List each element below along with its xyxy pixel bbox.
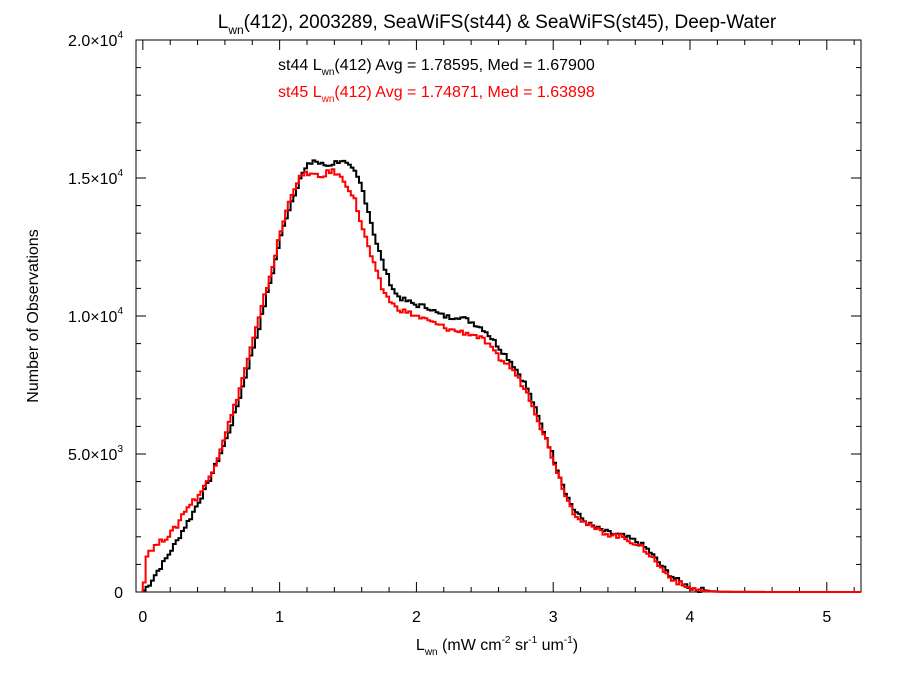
x-axis-label: Lwn (mW cm-2 sr-1 um-1) <box>416 635 578 658</box>
y-tick-label: 5.0×103 <box>68 444 123 464</box>
y-tick-label: 2.0×104 <box>68 30 123 50</box>
x-tick-label: 1 <box>275 609 284 626</box>
x-tick-label: 4 <box>686 609 695 626</box>
series-layer <box>141 159 861 593</box>
x-tick-label: 5 <box>822 609 831 626</box>
series-line-1 <box>141 168 861 593</box>
chart-title: Lwn(412), 2003289, SeaWiFS(st44) & SeaWi… <box>218 12 777 37</box>
y-axis: 0 5.0×103 1.0×104 1.5×104 2.0×104 <box>68 30 861 602</box>
x-tick-label: 2 <box>412 609 421 626</box>
annotation-st44: st44 Lwn(412) Avg = 1.78595, Med = 1.679… <box>278 57 595 78</box>
y-tick-label: 0 <box>114 585 123 602</box>
x-tick-label: 0 <box>138 609 147 626</box>
y-axis-label: Number of Observations <box>25 229 42 402</box>
series-line-0 <box>141 159 861 593</box>
y-tick-label: 1.0×104 <box>68 306 123 326</box>
annotation-st45: st45 Lwn(412) Avg = 1.74871, Med = 1.638… <box>278 84 595 105</box>
x-tick-label: 3 <box>549 609 558 626</box>
x-axis: 0 1 2 3 4 5 <box>138 40 855 626</box>
y-tick-label: 1.5×104 <box>68 168 123 188</box>
